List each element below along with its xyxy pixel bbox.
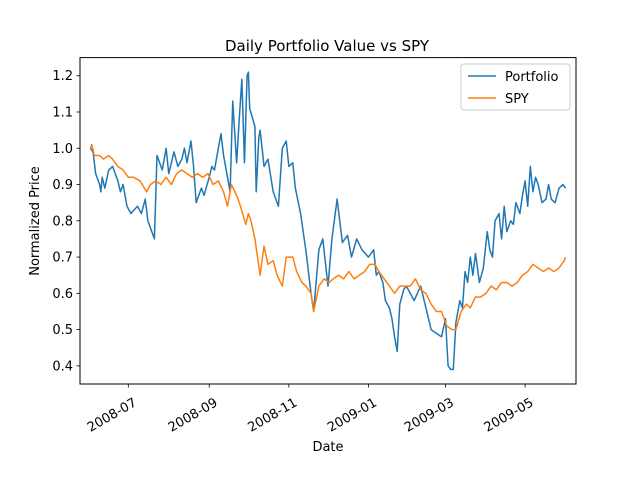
legend-label-portfolio: Portfolio (505, 70, 559, 85)
y-tick-label: 1.0 (52, 142, 73, 157)
legend-label-spy: SPY (505, 92, 529, 107)
series-layer (89, 71, 567, 371)
chart-title: Daily Portfolio Value vs SPY (225, 37, 430, 55)
y-tick-label: 0.8 (52, 214, 73, 229)
y-tick-label: 0.9 (52, 178, 73, 193)
x-axis: 2008-07 2008-09 2008-11 2009-01 2009-03 2009-… (85, 384, 536, 436)
x-axis-label: Date (312, 440, 343, 455)
y-tick-label: 1.1 (52, 106, 73, 121)
y-tick-label: 0.6 (52, 287, 73, 302)
x-tick-label: 2008-09 (166, 395, 221, 435)
y-tick-label: 0.7 (52, 251, 73, 266)
series-line-portfolio (89, 71, 567, 371)
y-tick-label: 1.2 (52, 69, 73, 84)
legend: Portfolio SPY (460, 63, 571, 111)
x-tick-label: 2008-07 (85, 395, 140, 435)
series-line-spy (89, 143, 567, 331)
x-tick-label: 2008-11 (245, 395, 300, 435)
x-tick-label: 2009-03 (402, 395, 457, 435)
y-axis-label: Normalized Price (28, 166, 43, 276)
y-tick-label: 0.5 (52, 323, 73, 338)
x-tick-label: 2009-01 (325, 395, 380, 435)
y-tick-label: 0.4 (52, 359, 73, 374)
y-axis: 0.4 0.5 0.6 0.7 0.8 0.9 1.0 1.1 1.2 (52, 69, 80, 374)
x-tick-label: 2009-05 (482, 395, 537, 435)
